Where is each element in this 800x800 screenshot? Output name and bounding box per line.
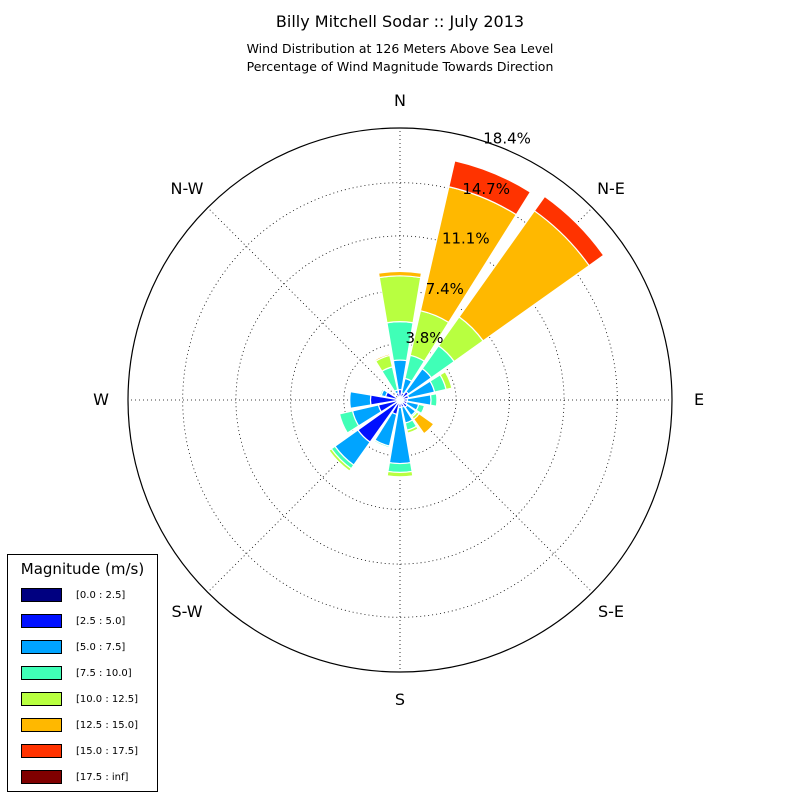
legend: Magnitude (m/s) [0.0 : 2.5] [2.5 : 5.0] … — [7, 554, 158, 792]
legend-label: [12.5 : 15.0] — [76, 720, 139, 731]
wind-bar-segment — [415, 403, 426, 415]
legend-label: [7.5 : 10.0] — [76, 668, 132, 679]
wind-bar-segment — [412, 412, 435, 435]
direction-label: E — [694, 390, 704, 409]
direction-label: S — [395, 690, 405, 709]
legend-swatch — [21, 614, 62, 628]
wind-bar-segment — [373, 439, 391, 449]
direction-label: S-W — [171, 602, 202, 621]
radial-gridline — [399, 399, 593, 593]
legend-label: [15.0 : 17.5] — [76, 746, 139, 757]
circular-gridline — [235, 235, 565, 565]
circular-gridline — [290, 290, 510, 510]
legend-swatch — [21, 744, 62, 758]
wind-bar-segment — [379, 388, 385, 397]
radial-tick-label: 14.7% — [462, 180, 510, 198]
radial-tick-label: 11.1% — [442, 229, 490, 247]
legend-swatch — [21, 770, 62, 784]
circular-gridline — [182, 182, 618, 618]
wind-bar-segment — [533, 195, 605, 267]
legend-label: [17.5 : inf] — [76, 772, 129, 783]
radial-gridline — [207, 399, 401, 593]
wind-bar-segment — [377, 270, 423, 279]
radial-tick-label: 7.4% — [426, 280, 464, 298]
chart-title: Billy Mitchell Sodar :: July 2013 — [275, 12, 525, 31]
legend-swatch — [21, 666, 62, 680]
chart-subtitle-line-1: Wind Distribution at 126 Meters Above Se… — [246, 41, 554, 56]
wind-bar-segment — [406, 425, 419, 434]
legend-label: [10.0 : 12.5] — [76, 694, 139, 705]
legend-swatch — [21, 640, 62, 654]
wind-bar-segment — [338, 410, 360, 434]
radial-tick-label: 18.4% — [483, 130, 531, 148]
chart-subtitle-line-2: Percentage of Wind Magnitude Towards Dir… — [246, 59, 554, 74]
direction-label: W — [93, 390, 109, 409]
wind-bar-segment — [378, 275, 422, 324]
direction-label: N-W — [171, 179, 204, 198]
wind-bar-segment — [349, 390, 372, 410]
legend-title: Magnitude (m/s) — [20, 560, 145, 578]
legend-swatch — [21, 588, 62, 602]
wind-bar-segment — [448, 160, 532, 216]
legend-swatch — [21, 718, 62, 732]
wind-bar-segment — [386, 470, 414, 478]
wind-bar-segment — [328, 447, 353, 472]
outer-circle — [127, 127, 673, 673]
direction-label: N — [394, 91, 406, 110]
wind-bar-segment — [374, 353, 391, 363]
direction-label: S-E — [598, 602, 624, 621]
legend-swatch — [21, 692, 62, 706]
legend-label: [5.0 : 7.5] — [76, 642, 126, 653]
legend-label: [2.5 : 5.0] — [76, 616, 126, 627]
radial-tick-label: 3.8% — [405, 329, 443, 347]
wind-bar-segment — [387, 461, 413, 474]
wind-bar-segment — [429, 393, 438, 407]
legend-label: [0.0 : 2.5] — [76, 590, 126, 601]
wind-bar-segment — [439, 370, 453, 391]
radial-gridline — [207, 207, 401, 401]
direction-label: N-E — [597, 179, 625, 198]
